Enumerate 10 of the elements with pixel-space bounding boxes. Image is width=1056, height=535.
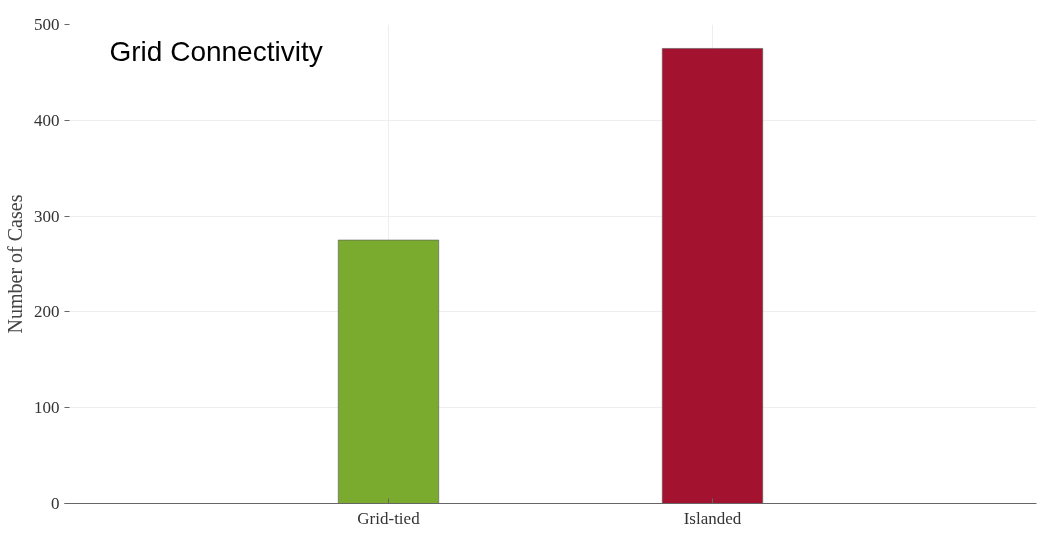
y-axis-title: Number of Cases	[4, 194, 26, 334]
x-tick-label: Grid-tied	[357, 508, 421, 528]
y-tick-label: 100	[34, 398, 60, 418]
y-tick-label: 400	[34, 110, 60, 130]
y-tick-label: 500	[34, 15, 60, 34]
chart-title: Grid Connectivity	[109, 36, 323, 67]
y-tick-label: 300	[34, 206, 60, 226]
x-tick-label: Islanded	[683, 508, 742, 528]
y-tick-label: 0	[51, 494, 60, 513]
y-tick-label: 200	[34, 302, 60, 322]
